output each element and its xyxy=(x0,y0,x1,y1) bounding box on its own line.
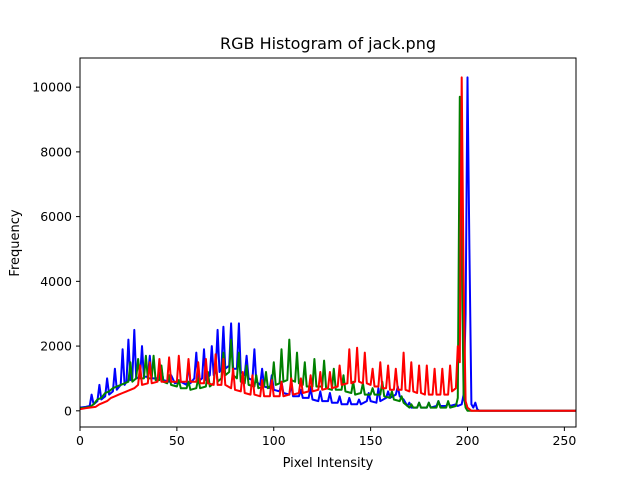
y-axis-ticks: 0 2000 4000 6000 8000 10000 xyxy=(32,80,80,418)
x-tick-label: 50 xyxy=(169,433,185,448)
y-tick-label: 2000 xyxy=(40,339,72,354)
x-tick-label: 150 xyxy=(359,433,383,448)
x-tick-label: 200 xyxy=(456,433,480,448)
series-line-2 xyxy=(79,76,576,412)
series-line-1 xyxy=(79,95,576,412)
y-axis-label: Frequency xyxy=(8,209,23,276)
plot-area xyxy=(79,57,577,428)
x-tick-label: 0 xyxy=(76,433,84,448)
y-tick-label: 8000 xyxy=(40,144,72,159)
y-tick-label: 10000 xyxy=(32,80,72,95)
axes-frame xyxy=(79,57,577,428)
x-axis-label: Pixel Intensity xyxy=(283,456,374,471)
x-tick-label: 250 xyxy=(552,433,576,448)
x-axis-ticks: 0 50 100 150 200 250 xyxy=(76,427,576,448)
series-layer xyxy=(79,76,576,412)
y-tick-label: 0 xyxy=(64,403,72,418)
x-tick-label: 100 xyxy=(262,433,286,448)
y-tick-label: 6000 xyxy=(40,209,72,224)
chart-title: RGB Histogram of jack.png xyxy=(220,34,436,53)
y-tick-label: 4000 xyxy=(40,274,72,289)
